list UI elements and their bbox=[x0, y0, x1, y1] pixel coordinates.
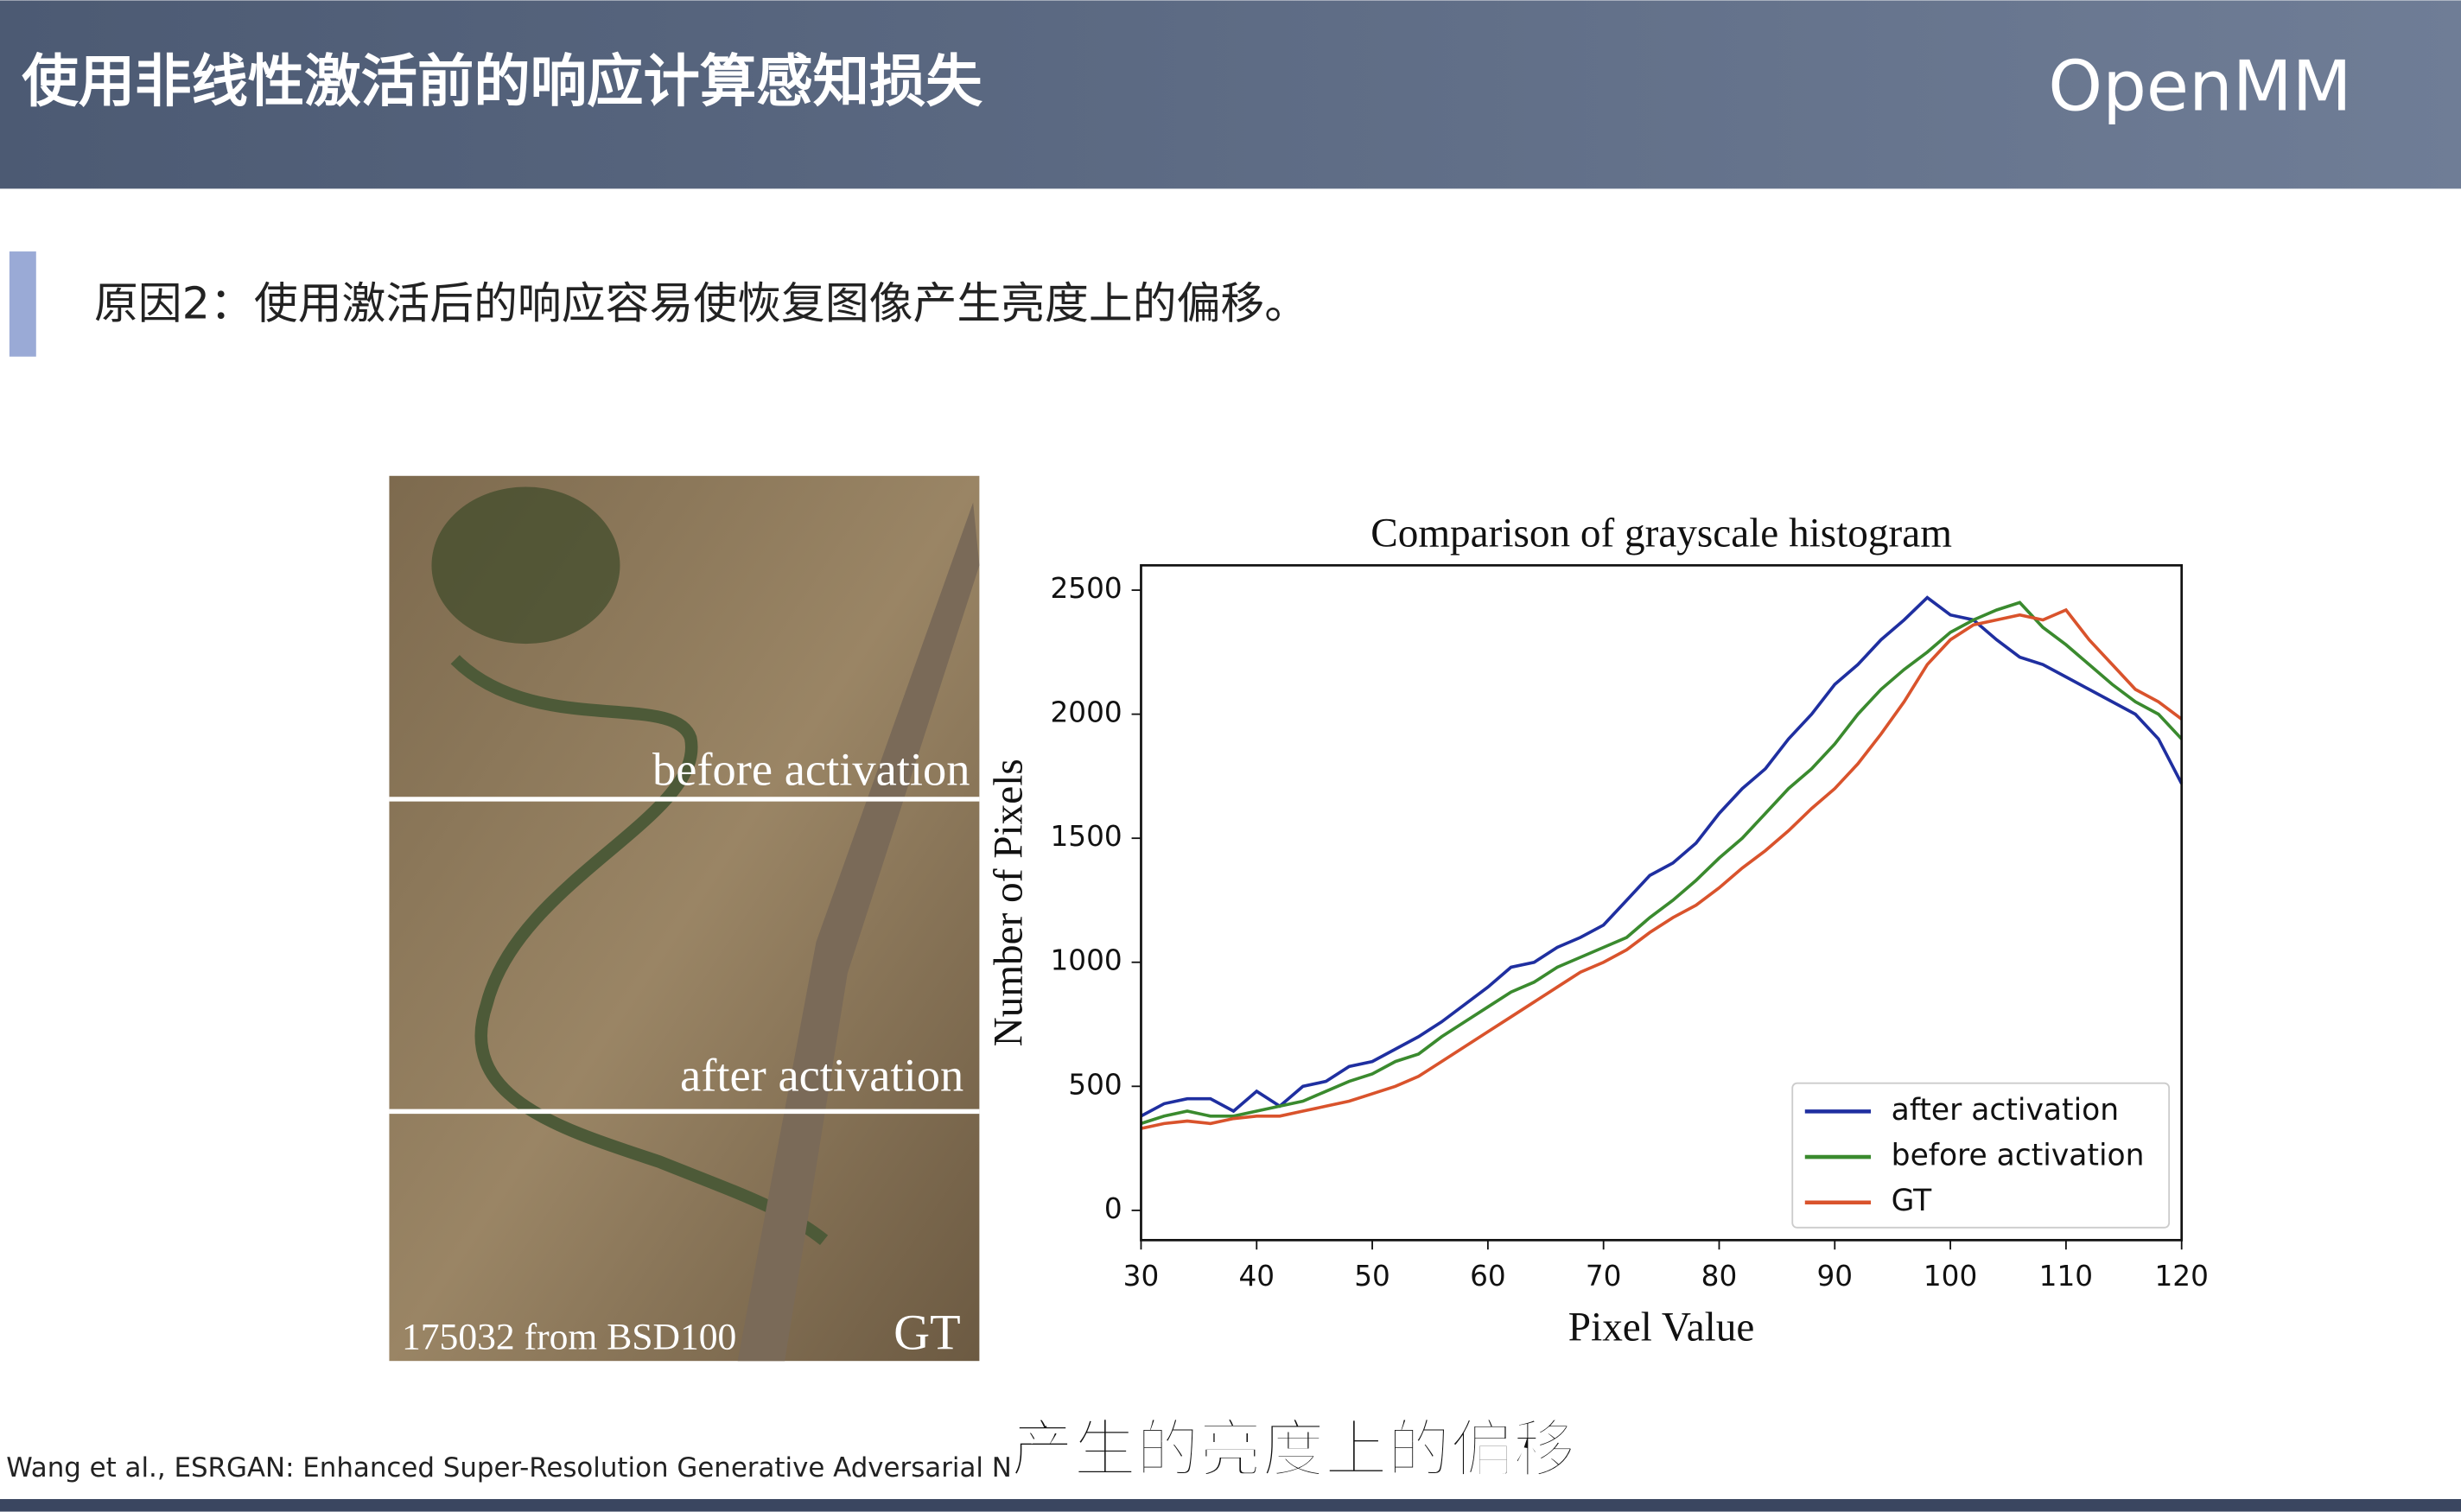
series-line bbox=[1141, 607, 2183, 1130]
x-tick-label: 70 bbox=[1586, 1260, 1622, 1293]
photo-label: after activation bbox=[680, 1049, 963, 1102]
x-tick-label: 90 bbox=[1816, 1260, 1853, 1293]
y-axis-label: Number of Pixels bbox=[986, 759, 1031, 1046]
logo: OpenMM bbox=[2048, 47, 2351, 127]
y-tick-label: 1000 bbox=[1050, 944, 1122, 977]
series-line bbox=[1140, 600, 2184, 1126]
video-subtitle: 产生的亮度上的偏移 bbox=[1011, 1414, 1576, 1486]
x-axis-label: Pixel Value bbox=[1568, 1306, 1755, 1350]
chart-title: Comparison of grayscale histogram bbox=[1370, 511, 1952, 556]
x-tick-label: 40 bbox=[1238, 1260, 1275, 1293]
x-tick-label: 100 bbox=[1924, 1260, 1977, 1293]
x-tick-label: 120 bbox=[2154, 1260, 2208, 1293]
x-tick-label: 50 bbox=[1354, 1260, 1390, 1293]
x-tick-label: 30 bbox=[1123, 1260, 1160, 1293]
branch bbox=[737, 502, 980, 1362]
x-tick-label: 80 bbox=[1701, 1260, 1738, 1293]
watermark: OpenMMLab bbox=[2025, 1382, 2317, 1437]
y-tick-label: 2000 bbox=[1050, 696, 1122, 729]
legend-label: after activation bbox=[1892, 1093, 2119, 1128]
x-tick-label: 110 bbox=[2039, 1260, 2093, 1293]
grass bbox=[431, 486, 620, 645]
legend-label: before activation bbox=[1892, 1139, 2145, 1173]
photo-label: before activation bbox=[652, 742, 970, 795]
reason-text: 原因2：使用激活后的响应容易使恢复图像产生亮度上的偏移。 bbox=[94, 278, 1308, 329]
x-tick-label: 60 bbox=[1470, 1260, 1506, 1293]
photo-tag: GT bbox=[893, 1304, 960, 1360]
photo-caption: 175032 from BSD100 bbox=[402, 1317, 736, 1358]
y-tick-label: 500 bbox=[1068, 1068, 1122, 1101]
snake bbox=[450, 655, 829, 1246]
chart: Comparison of grayscale histogram Pixel V… bbox=[986, 511, 2209, 1350]
y-tick-label: 1500 bbox=[1050, 820, 1122, 853]
header-bar bbox=[0, 0, 2461, 189]
plot-frame bbox=[1140, 563, 2184, 1242]
y-tick-label: 2500 bbox=[1050, 572, 1122, 605]
y-tick-label: 0 bbox=[1104, 1192, 1122, 1225]
header-title: 使用非线性激活前的响应计算感知损失 bbox=[22, 49, 982, 115]
progress-bar bbox=[0, 1499, 2461, 1512]
legend-box bbox=[1791, 1082, 2171, 1229]
legend-label: GT bbox=[1892, 1184, 1933, 1218]
series-line bbox=[1140, 595, 2184, 1118]
accent-bar bbox=[9, 251, 36, 357]
citation: Wang et al., ESRGAN: Enhanced Super-Reso… bbox=[6, 1452, 1012, 1483]
